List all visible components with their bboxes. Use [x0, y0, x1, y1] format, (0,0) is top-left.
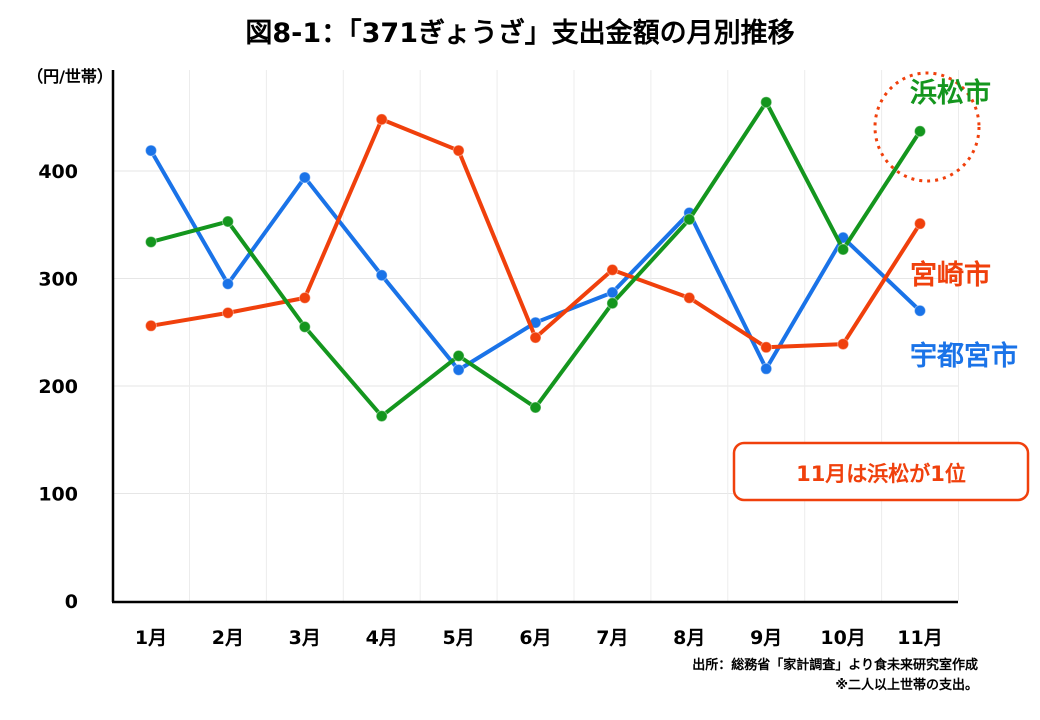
data-point	[145, 235, 157, 248]
data-point	[298, 171, 311, 184]
data-point	[221, 215, 234, 228]
data-point	[375, 410, 388, 423]
data-point	[375, 269, 388, 282]
data-point	[914, 125, 926, 138]
data-point	[452, 363, 465, 376]
x-tick-label: 5月	[442, 627, 474, 649]
x-tick-label: 10月	[820, 627, 865, 649]
x-tick-label: 8月	[673, 627, 705, 649]
data-point	[760, 96, 773, 109]
annotation-text: 11月は浜松が1位	[796, 462, 966, 486]
x-tick-label: 4月	[366, 627, 398, 649]
x-tick-label: 3月	[289, 627, 321, 649]
legend-label-miyazaki: 宮崎市	[910, 259, 991, 291]
data-point	[298, 320, 311, 333]
chart-title: 図8-1：「371ぎょうざ」支出金額の月別推移	[245, 17, 794, 49]
data-point	[221, 277, 234, 290]
data-point	[760, 341, 773, 354]
y-tick-label: 200	[38, 376, 78, 398]
data-point	[837, 338, 850, 351]
data-point	[683, 213, 696, 226]
data-point	[529, 331, 542, 344]
y-tick-label: 300	[38, 269, 78, 291]
data-point	[452, 349, 465, 362]
x-tick-label: 2月	[212, 627, 244, 649]
y-tick-label: 100	[38, 484, 78, 506]
data-point	[837, 243, 850, 256]
annotation-box	[732, 441, 1030, 502]
source-note: 出所：総務省「家計調査」より食未来研究室作成	[692, 657, 978, 673]
data-point	[452, 144, 465, 157]
data-point	[221, 306, 234, 319]
data-point	[145, 144, 157, 157]
data-point	[529, 401, 542, 414]
legend-label-utsunomiya: 宇都宮市	[910, 340, 1018, 372]
x-tick-label: 11月	[897, 627, 942, 649]
data-point	[914, 304, 926, 317]
y-axis-label: （円/世帯）	[27, 67, 113, 86]
y-tick-label: 0	[65, 591, 78, 613]
y-tick-label: 400	[38, 161, 78, 183]
legend-label-hamamatsu: 浜松市	[910, 77, 991, 109]
x-tick-label: 7月	[596, 627, 628, 649]
data-point	[683, 291, 696, 304]
data-point	[375, 113, 388, 126]
data-point	[760, 362, 773, 375]
data-point	[606, 297, 619, 310]
data-point	[145, 319, 157, 332]
data-point	[606, 263, 619, 276]
x-tick-label: 1月	[135, 627, 167, 649]
data-point	[914, 217, 926, 230]
x-tick-label: 9月	[750, 627, 782, 649]
highlight-circle	[873, 71, 981, 183]
x-tick-label: 6月	[519, 627, 551, 649]
footnote: ※二人以上世帯の支出。	[835, 677, 978, 693]
data-point	[298, 291, 311, 304]
